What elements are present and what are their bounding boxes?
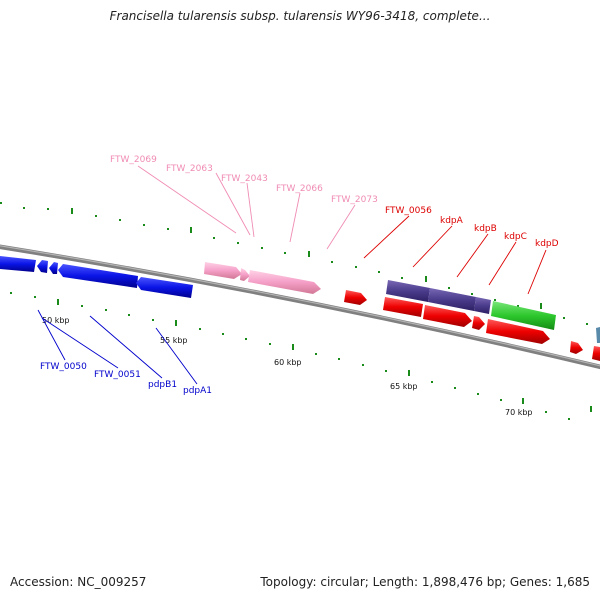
gene-green-kdpC[interactable] bbox=[491, 301, 556, 330]
gene-label-kdpD[interactable]: kdpD bbox=[535, 239, 559, 249]
map-title: Francisella tularensis subsp. tularensis… bbox=[109, 9, 491, 23]
genome-backbone bbox=[0, 244, 600, 370]
gene-label-ftw-2069[interactable]: FTW_2069 bbox=[110, 155, 157, 165]
scale-label-50: 50 kbp bbox=[42, 316, 70, 325]
gene-label-pdpB1[interactable]: pdpB1 bbox=[148, 380, 177, 390]
gene-red-kdpD[interactable] bbox=[486, 319, 550, 344]
gene-red-ftw-0056[interactable] bbox=[344, 290, 367, 305]
gene-red-4[interactable] bbox=[472, 316, 485, 330]
red-label-connectors bbox=[363, 215, 547, 295]
gene-blue-5[interactable] bbox=[136, 277, 193, 298]
gene-purple-kdpB-end[interactable] bbox=[474, 297, 491, 314]
gene-label-kdpB[interactable]: kdpB bbox=[474, 224, 497, 234]
accession-label: Accession: NC_009257 bbox=[10, 575, 147, 589]
outer-tick-ring bbox=[0, 202, 588, 325]
scale-label-60: 60 kbp bbox=[274, 358, 302, 367]
gene-label-ftw-2063[interactable]: FTW_2063 bbox=[166, 164, 213, 174]
gene-label-ftw-0051[interactable]: FTW_0051 bbox=[94, 370, 141, 380]
gene-label-ftw-2073[interactable]: FTW_2073 bbox=[331, 195, 378, 205]
gene-label-kdpC[interactable]: kdpC bbox=[504, 232, 527, 242]
gene-pink-2[interactable] bbox=[240, 268, 250, 281]
gene-purple-kdpB[interactable] bbox=[428, 288, 476, 311]
topology-label: Topology: circular; Length: 1,898,476 bp… bbox=[260, 575, 590, 589]
gene-red-3[interactable] bbox=[423, 305, 472, 327]
gene-blue-1[interactable] bbox=[0, 256, 36, 272]
gene-label-pdpA1[interactable]: pdpA1 bbox=[183, 386, 212, 396]
blue-label-connectors bbox=[37, 309, 198, 385]
gene-blue-4[interactable] bbox=[58, 264, 138, 288]
gene-blue-3[interactable] bbox=[49, 262, 58, 274]
gene-purple-kdpA[interactable] bbox=[386, 280, 430, 302]
gene-red-6[interactable] bbox=[592, 346, 600, 361]
gene-pink-3[interactable] bbox=[248, 270, 321, 294]
scale-label-70: 70 kbp bbox=[505, 408, 533, 417]
gene-label-ftw-0056[interactable]: FTW_0056 bbox=[385, 206, 432, 216]
gene-label-ftw-0050[interactable]: FTW_0050 bbox=[40, 362, 87, 372]
gene-steelblue-edge[interactable] bbox=[596, 327, 600, 343]
gene-red-2[interactable] bbox=[383, 297, 423, 317]
scale-label-65: 65 kbp bbox=[390, 382, 418, 391]
inner-tick-ring bbox=[10, 292, 592, 420]
gene-pink-1[interactable] bbox=[204, 262, 242, 279]
gene-blue-2[interactable] bbox=[37, 260, 48, 273]
gene-label-ftw-2043[interactable]: FTW_2043 bbox=[221, 174, 268, 184]
genome-backbone-highlight bbox=[0, 245, 600, 367]
gene-label-ftw-2066[interactable]: FTW_2066 bbox=[276, 184, 323, 194]
pink-label-connectors bbox=[137, 165, 356, 250]
gene-red-5[interactable] bbox=[570, 341, 583, 354]
gene-label-kdpA[interactable]: kdpA bbox=[440, 216, 464, 226]
scale-label-55: 55 kbp bbox=[160, 336, 188, 345]
